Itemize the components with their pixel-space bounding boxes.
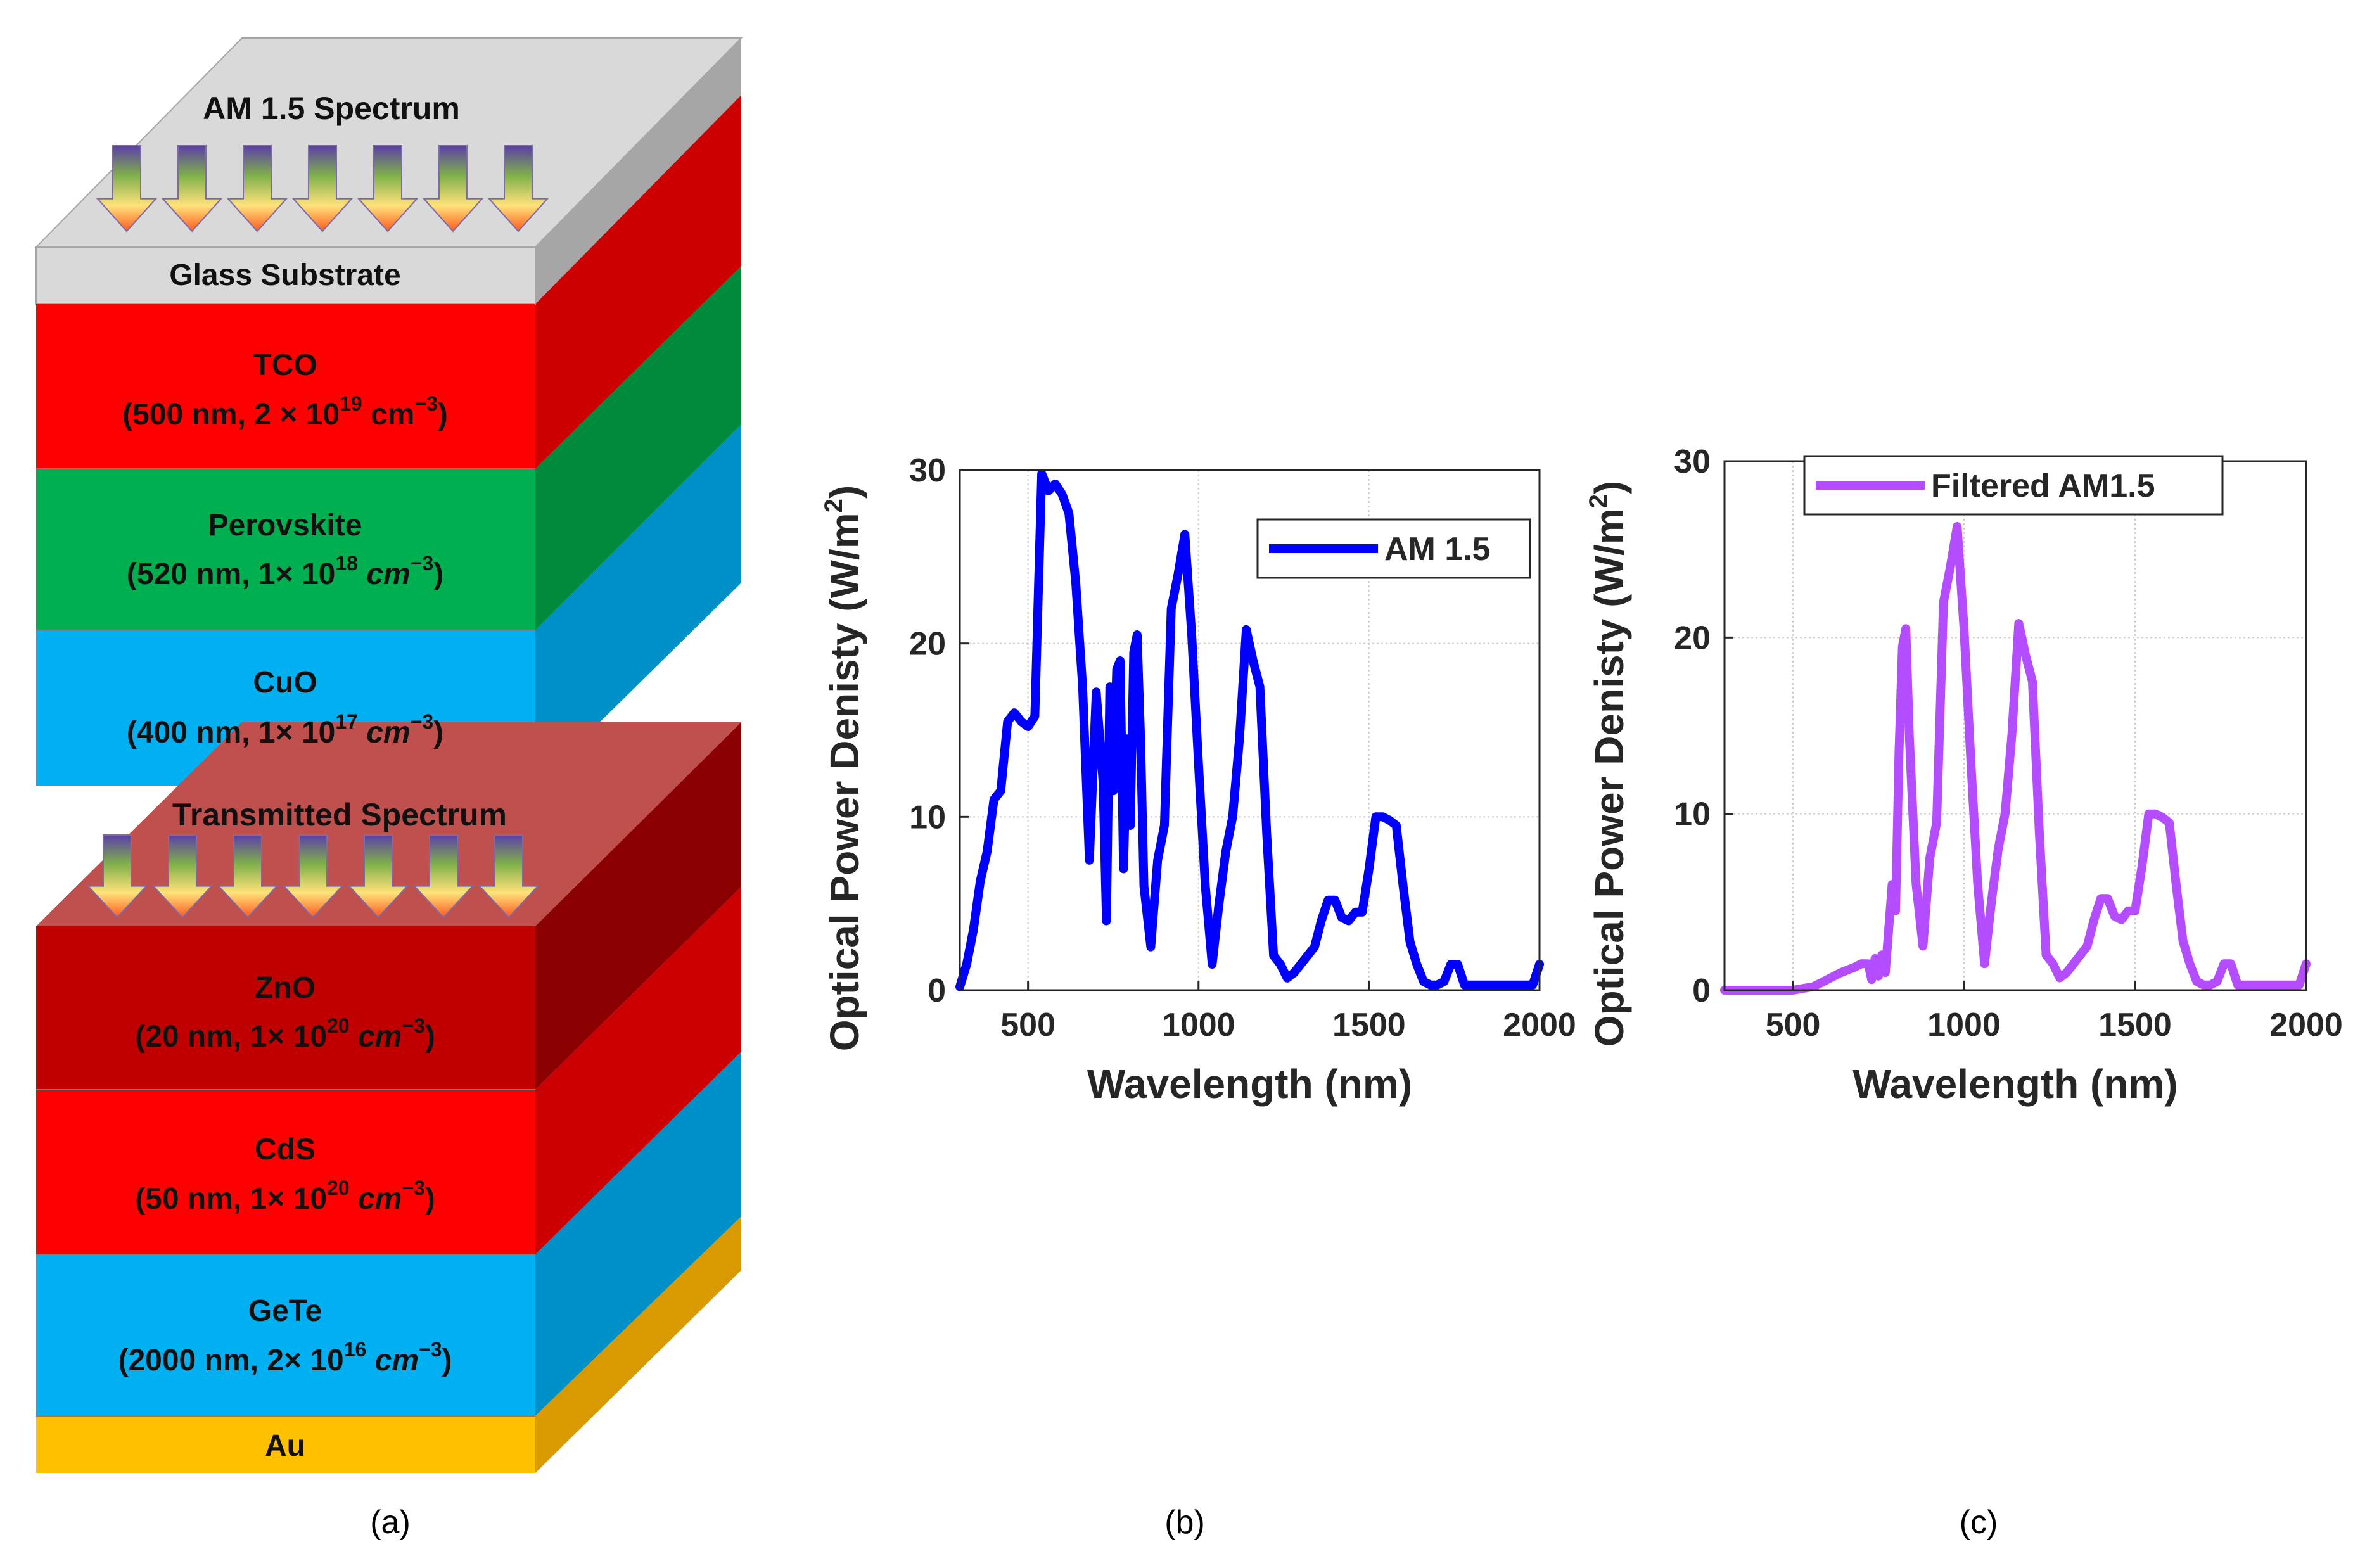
x-tick-label: 500 (1000, 1007, 1055, 1043)
light-arrow-icon (161, 145, 223, 233)
legend: Filtered AM1.5 (1803, 455, 2224, 516)
perovskite-side-face (535, 266, 741, 630)
light-arrow-icon (96, 145, 158, 233)
layer-cuo-label: CuO (400 nm, 1× 1017 cm−3) (127, 666, 443, 749)
layer-cds-label: CdS (50 nm, 1× 1020 cm−3) (135, 1133, 435, 1216)
gete-side-face (535, 1052, 741, 1416)
layer-tco-label: TCO (500 nm, 2 × 1019 cm−3) (122, 348, 448, 431)
layer-zno-label: ZnO (20 nm, 1× 1020 cm−3) (135, 971, 435, 1054)
layer-perovskite-label: Perovskite (520 nm, 1× 1018 cm−3) (127, 509, 443, 591)
series-line (1720, 522, 2311, 995)
layer-detail: (520 nm, 1× 1018 cm−3) (127, 552, 443, 591)
transmitted-light-arrows (86, 834, 540, 919)
y-tick-label: 0 (1692, 972, 1711, 1009)
layer-detail: (50 nm, 1× 1020 cm−3) (135, 1176, 435, 1216)
legend: AM 1.5 (1256, 518, 1531, 579)
x-tick-label: 2000 (2269, 1007, 2343, 1043)
y-tick-label: 20 (909, 626, 946, 663)
glass-side-face (535, 38, 741, 304)
y-axis-label: Optical Power Denisty (W/m2) (1585, 481, 1632, 1047)
au-label: Au (265, 1429, 305, 1463)
x-axis-label: Wavelength (nm) (1852, 1061, 2178, 1107)
light-arrow-icon (86, 834, 148, 919)
layer-name: CdS (255, 1133, 316, 1166)
layer-detail: (20 nm, 1× 1020 cm−3) (135, 1014, 435, 1054)
transmitted-top-face (36, 722, 741, 926)
cds-side-face (535, 887, 741, 1254)
light-arrow-icon (478, 834, 540, 919)
cuo-side-face (535, 424, 741, 786)
layer-name: TCO (253, 348, 317, 382)
light-arrow-icon (347, 834, 409, 919)
axes-frame (959, 469, 1541, 991)
glass-substrate-label: Glass Substrate (169, 258, 400, 292)
chart-filtered-am15: 500 1000 1500 2000 0 10 20 30 Wavelength (nm) Opt… (1585, 443, 2343, 1541)
y-tick-label: 20 (1674, 620, 1711, 656)
layer-detail: (2000 nm, 2× 1016 cm−3) (118, 1338, 452, 1377)
light-arrow-icon (226, 145, 288, 233)
gete-front-face (36, 1254, 535, 1416)
y-tick-label: 10 (909, 799, 946, 836)
x-tick-label: 2000 (1503, 1007, 1576, 1043)
x-axis-label: Wavelength (nm) (1087, 1061, 1412, 1107)
light-arrow-icon (412, 834, 475, 919)
incident-light-arrows (96, 145, 549, 233)
x-tick-label: 1500 (2098, 1007, 2172, 1043)
layer-name: ZnO (255, 971, 316, 1005)
tco-side-face (535, 95, 741, 469)
light-arrow-icon (217, 834, 279, 919)
light-arrow-icon (282, 834, 344, 919)
layer-gete-label: GeTe (2000 nm, 2× 1016 cm−3) (118, 1294, 452, 1377)
legend-label: Filtered AM1.5 (1931, 468, 2155, 504)
au-front-face (36, 1416, 535, 1473)
layer-name: Perovskite (208, 509, 362, 542)
series-line (955, 469, 1544, 991)
y-tick-label: 30 (909, 452, 946, 489)
au-side-face (535, 1216, 741, 1473)
light-arrow-icon (151, 834, 214, 919)
light-arrow-icon (357, 145, 419, 233)
x-tick-label: 1500 (1332, 1007, 1406, 1043)
tco-front-face (36, 304, 535, 469)
legend-label: AM 1.5 (1384, 531, 1491, 568)
am15-spectrum-label: AM 1.5 Spectrum (203, 91, 460, 126)
layer-name: GeTe (248, 1294, 322, 1328)
cds-front-face (36, 1090, 535, 1254)
light-arrow-icon (291, 145, 354, 233)
zno-side-face (535, 722, 741, 1090)
layer-name: CuO (253, 666, 317, 699)
y-tick-label: 0 (928, 972, 946, 1009)
glass-front-face (35, 246, 536, 305)
light-arrow-icon (487, 145, 549, 233)
chart-am15: 500 1000 1500 2000 0 10 20 30 Wavelength (nm) Opt… (820, 452, 1576, 1541)
caption: (b) (1164, 1504, 1205, 1541)
y-axis-label: Optical Power Denisty (W/m2) (820, 485, 867, 1052)
caption-a: (a) (370, 1504, 411, 1541)
perovskite-front-face (36, 469, 535, 630)
zno-front-face (36, 926, 535, 1090)
y-tick-label: 30 (1674, 443, 1711, 480)
layer-detail: (500 nm, 2 × 1019 cm−3) (122, 392, 448, 431)
device-stack-diagram: AM 1.5 Spectrum Glass Substrate Transmit… (34, 37, 743, 1541)
layer-detail: (400 nm, 1× 1017 cm−3) (127, 710, 443, 749)
x-tick-label: 1000 (1162, 1007, 1235, 1043)
x-tick-label: 500 (1766, 1007, 1821, 1043)
light-arrow-icon (422, 145, 484, 233)
y-tick-label: 10 (1674, 796, 1711, 833)
transmitted-spectrum-label: Transmitted Spectrum (172, 797, 507, 832)
caption: (c) (1960, 1504, 1998, 1541)
x-tick-label: 1000 (1927, 1007, 2001, 1043)
